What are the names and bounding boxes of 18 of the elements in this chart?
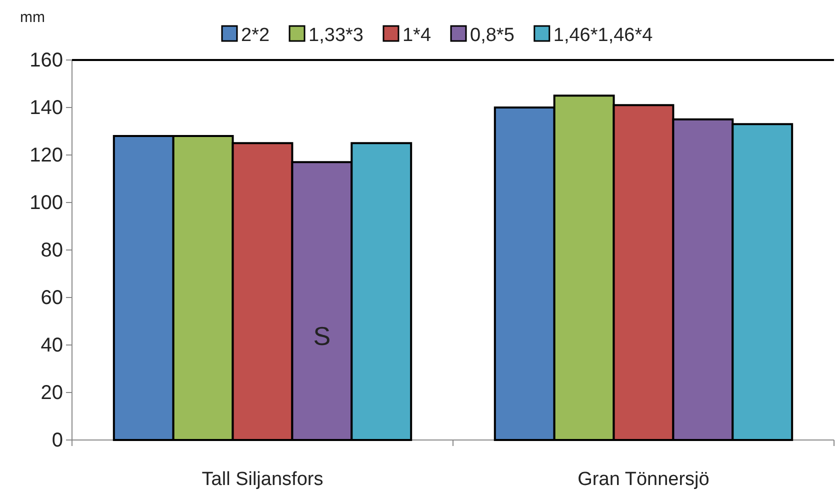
x-tick-label: Gran Tönnersjö [578, 469, 710, 490]
y-tick-label: 100 [30, 192, 63, 214]
y-tick-label: 60 [40, 286, 63, 309]
legend-label: 1,33*3 [308, 25, 364, 46]
y-axis-title: mm [20, 9, 45, 26]
y-tick-label: 120 [30, 144, 63, 166]
legend-label: 0,8*5 [470, 25, 514, 46]
legend-label: 1,46*1,46*4 [553, 25, 654, 46]
annotation: S [313, 321, 331, 351]
legend-label: 1*4 [402, 25, 432, 46]
y-tick-label: 40 [40, 334, 63, 356]
y-tick-label: 0 [52, 429, 63, 452]
y-tick-label: 160 [30, 49, 63, 72]
x-tick-label: Tall Siljansfors [202, 469, 324, 490]
legend-label: 2*2 [241, 25, 270, 46]
y-tick-label: 140 [30, 96, 63, 119]
y-tick-label: 20 [40, 382, 63, 404]
y-tick-label: 80 [40, 239, 63, 262]
